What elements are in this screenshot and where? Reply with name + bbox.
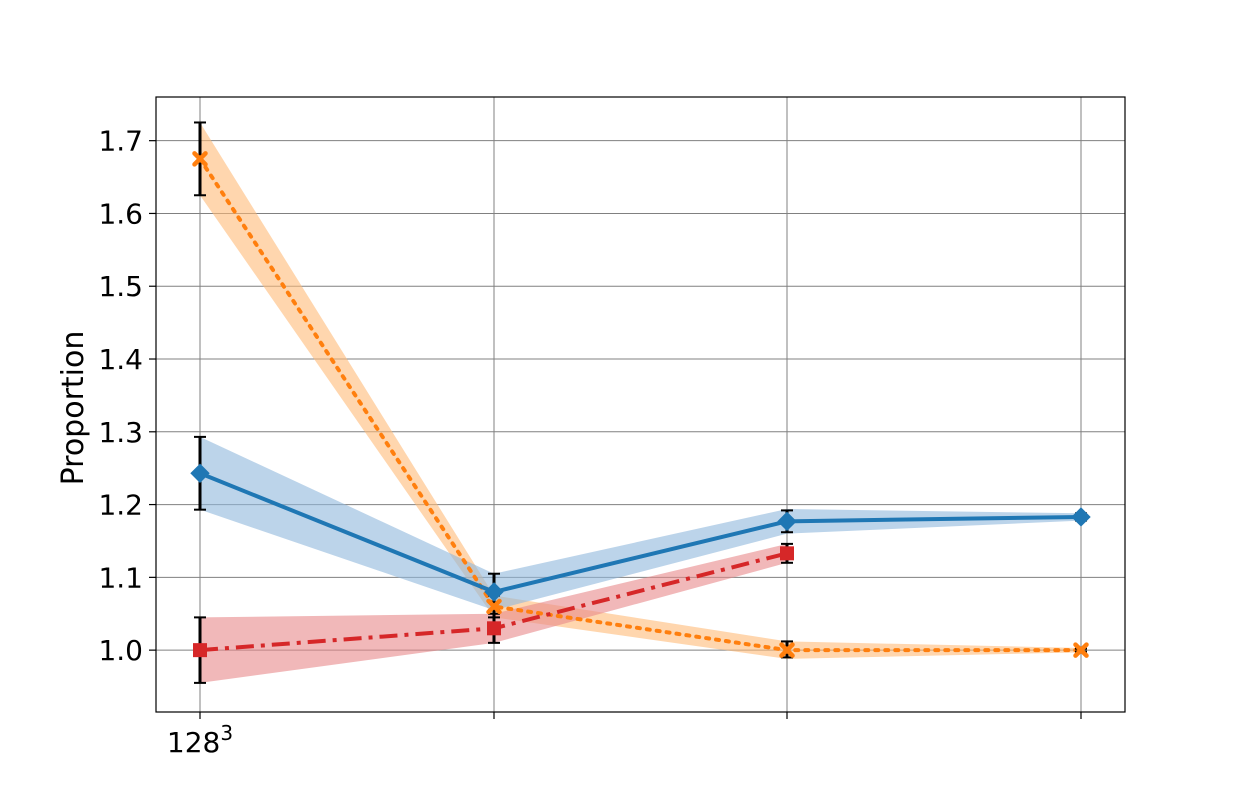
series-lines [198, 156, 1083, 653]
y-tick-label: 1.2 [98, 489, 143, 522]
y-tick-label: 1.4 [98, 343, 143, 376]
y-tick-label: 1.6 [98, 197, 143, 230]
x-marker-stroke [779, 642, 795, 658]
x-marker [192, 151, 208, 167]
y-tick-label: 1.5 [98, 270, 143, 303]
x-tick-label: 1283 [167, 721, 233, 759]
square-marker [487, 621, 501, 636]
y-tick-label: 1.0 [98, 634, 143, 667]
diamond-marker [190, 463, 210, 483]
x-marker-stroke [1073, 642, 1089, 658]
series-2-band [200, 543, 787, 683]
plot-frame [155, 96, 1126, 713]
band-layer [200, 122, 1081, 683]
diamond-marker [1071, 507, 1091, 527]
x-marker [779, 642, 795, 658]
y-tick-label: 1.7 [98, 125, 143, 158]
diamond-marker [484, 582, 504, 602]
x-marker-stroke [192, 151, 208, 167]
series-markers [190, 151, 1091, 658]
series-1-band [200, 436, 1081, 611]
square-marker [780, 546, 794, 561]
x-marker [1073, 642, 1089, 658]
axis-ticks: 1.0 1.1 1.2 1.3 1.4 1.5 1.6 1.7 1283 [98, 125, 1082, 759]
y-axis-label: Proportion [56, 331, 91, 486]
series-0-line [198, 156, 1083, 653]
square-marker [193, 643, 207, 658]
x-marker-stroke [486, 598, 502, 615]
y-tick-label: 1.3 [98, 416, 143, 449]
series-1-line [199, 471, 1082, 594]
series-0-band [200, 122, 1081, 659]
y-tick-label: 1.1 [98, 561, 143, 594]
diamond-marker [777, 511, 797, 532]
x-marker [486, 598, 502, 615]
